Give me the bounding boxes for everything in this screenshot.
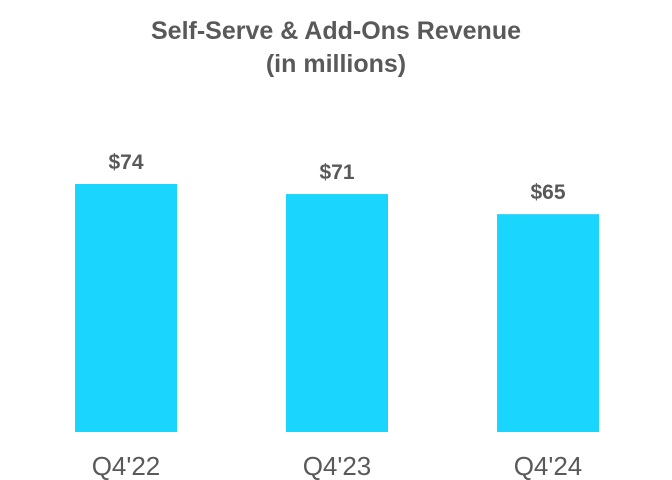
- bar-0: [75, 184, 177, 432]
- chart-title: Self-Serve & Add-Ons Revenue: [151, 17, 521, 45]
- bar-value-label-2: $65: [530, 181, 565, 204]
- x-tick-label-1: Q4'23: [303, 451, 372, 480]
- bar-value-label-0: $74: [108, 151, 143, 174]
- bars-layer: [75, 184, 599, 432]
- bar-2: [497, 214, 599, 432]
- value-labels-layer: $74 $71 $65: [108, 151, 565, 204]
- bar-1: [286, 194, 388, 432]
- x-tick-label-2: Q4'24: [514, 451, 583, 480]
- bar-value-label-1: $71: [319, 161, 354, 184]
- chart-subtitle: (in millions): [266, 50, 406, 78]
- x-tick-label-0: Q4'22: [92, 451, 161, 480]
- x-axis-tick-labels: Q4'22 Q4'23 Q4'24: [92, 451, 583, 480]
